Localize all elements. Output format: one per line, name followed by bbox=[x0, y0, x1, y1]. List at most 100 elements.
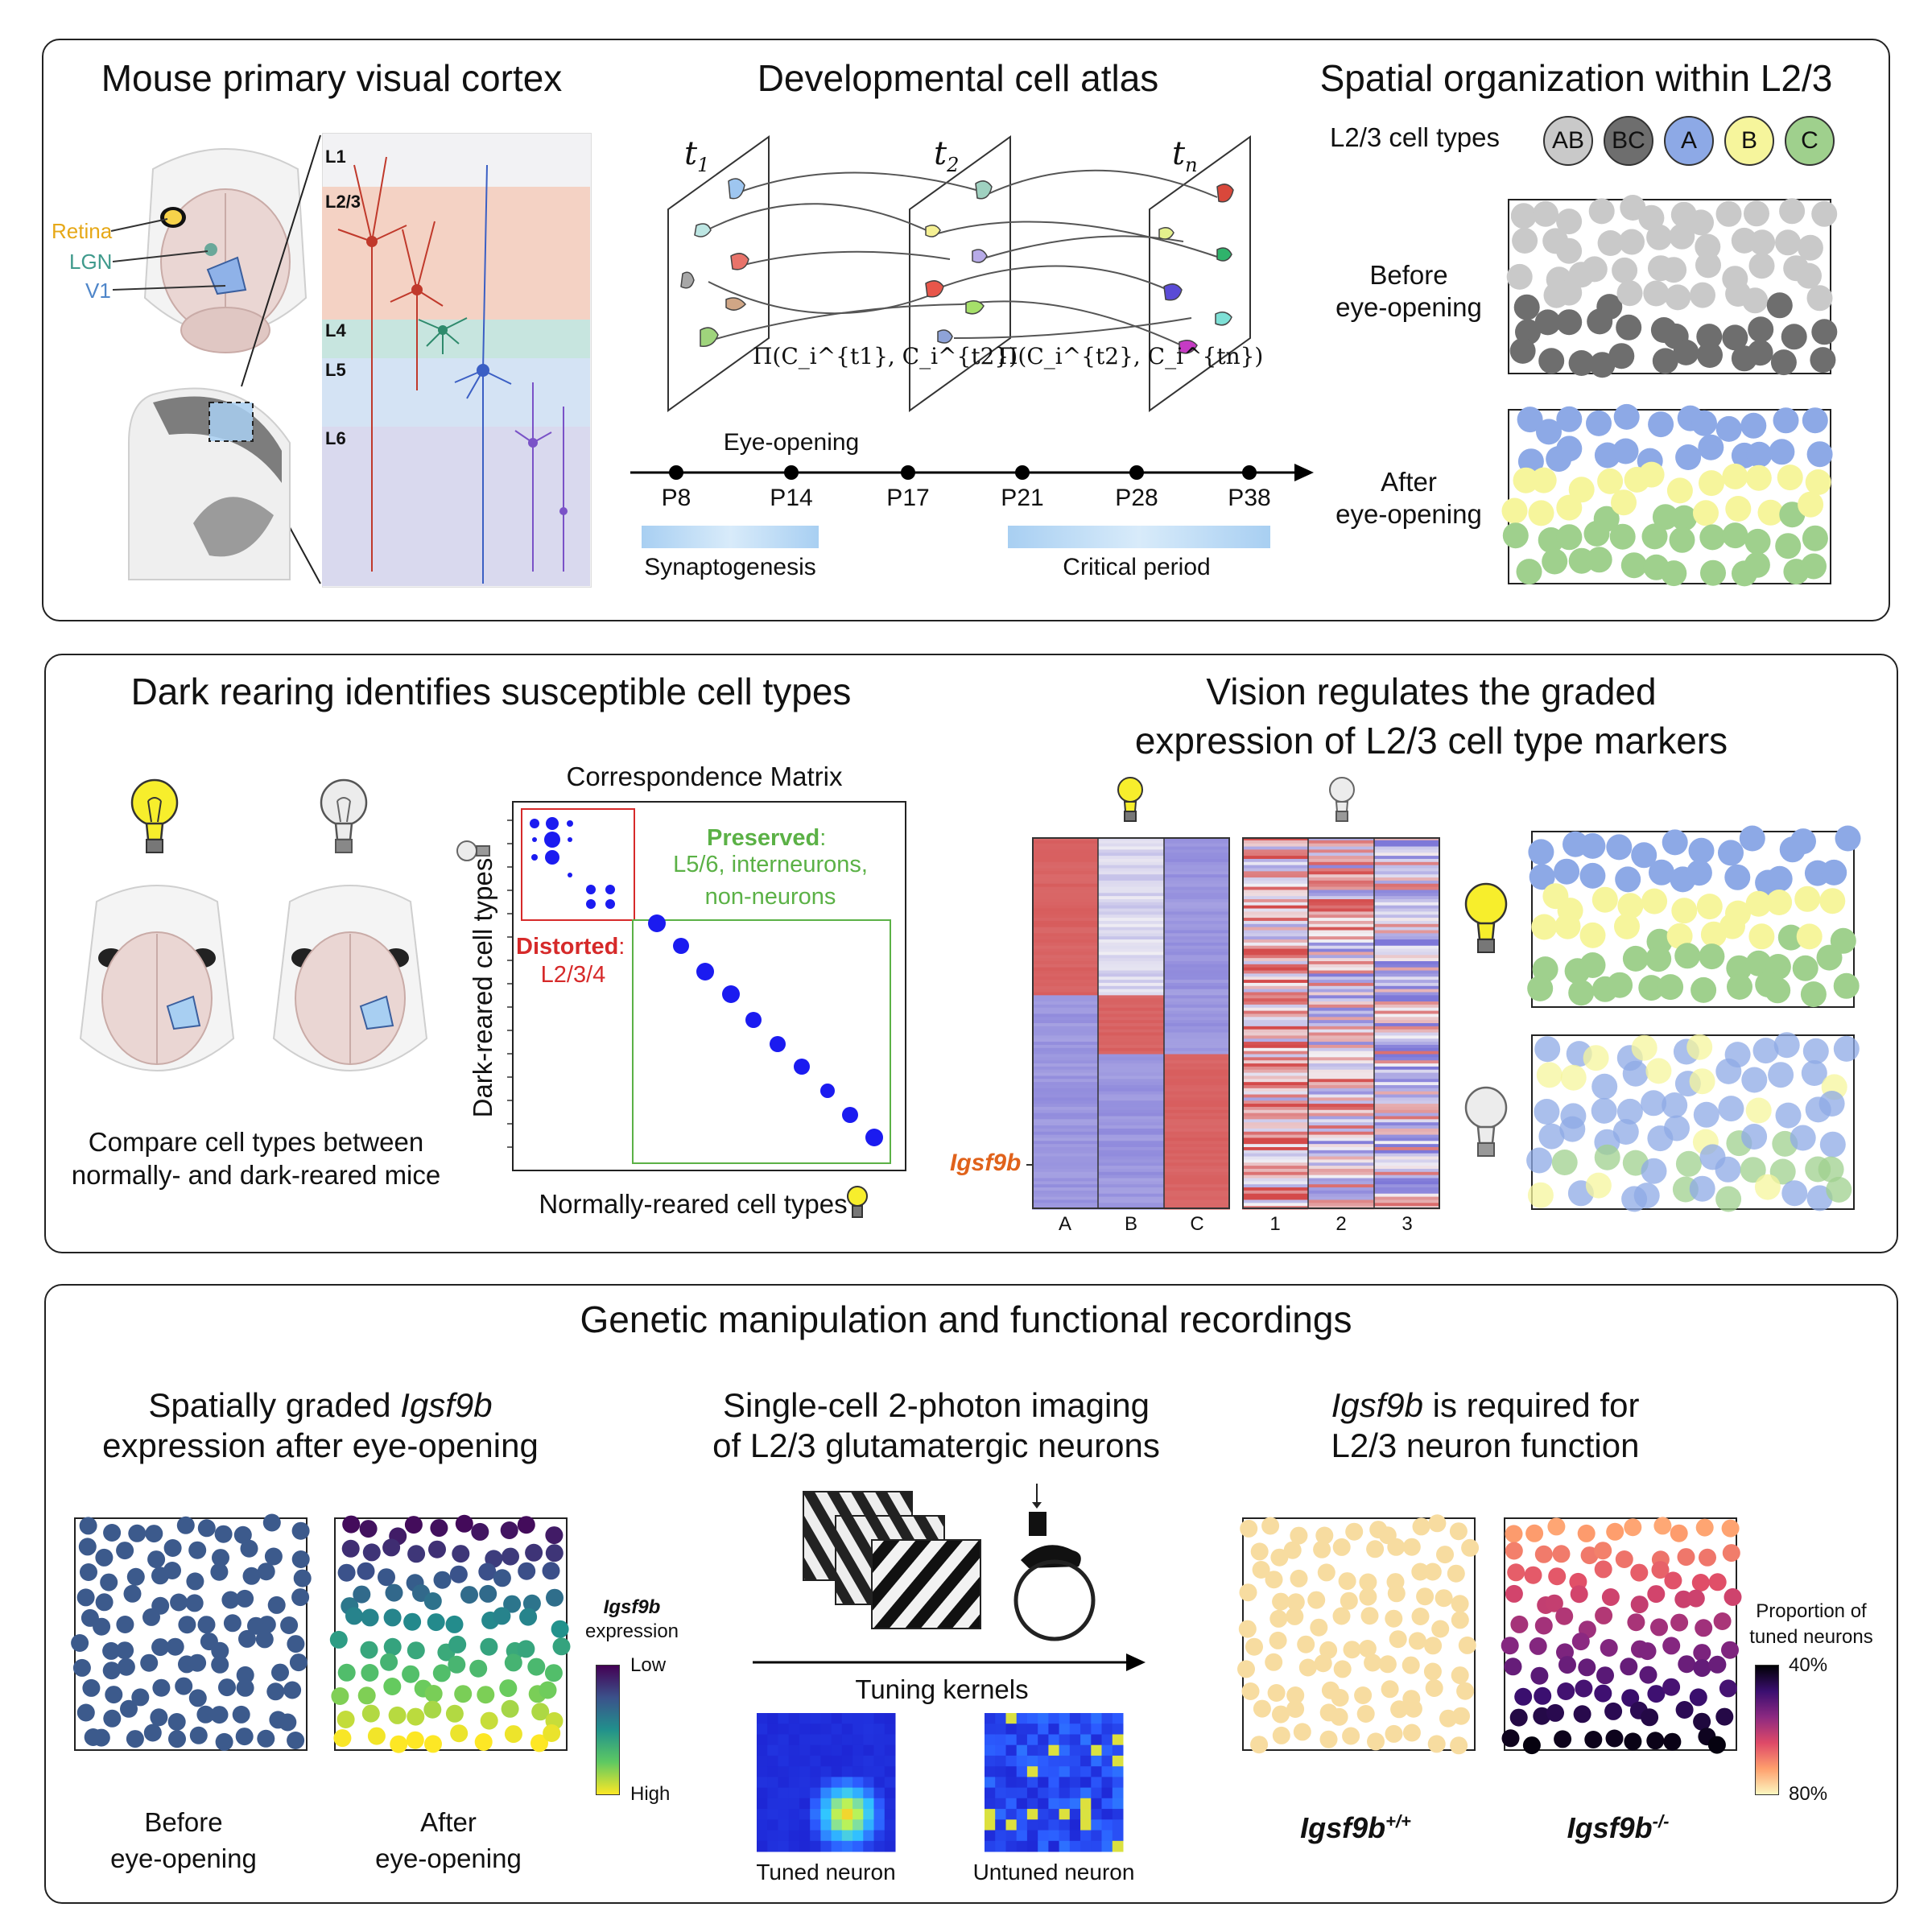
cell-dot bbox=[1531, 914, 1558, 940]
cell-dot bbox=[1404, 1699, 1422, 1718]
cell-dot bbox=[240, 1539, 258, 1558]
cell-dot bbox=[1556, 279, 1583, 306]
cell-dot bbox=[126, 1730, 144, 1748]
cell-dot bbox=[1617, 893, 1644, 919]
cell-dot bbox=[1790, 1125, 1816, 1151]
cell-dot bbox=[357, 1562, 375, 1580]
correspondence-matrix bbox=[507, 808, 891, 1164]
heat-col-a: A bbox=[1058, 1213, 1072, 1235]
cell-dot bbox=[95, 1548, 114, 1567]
cell-dot bbox=[1746, 441, 1773, 468]
cell-dot bbox=[1773, 407, 1799, 434]
process-arrow bbox=[753, 1653, 1146, 1671]
scatter-dark-reared bbox=[1526, 1032, 1860, 1212]
matrix-dot bbox=[794, 1059, 810, 1075]
cell-dot bbox=[480, 1637, 498, 1656]
matrix-frame bbox=[512, 801, 906, 1171]
tuning-kernels-label: Tuning kernels bbox=[855, 1674, 1029, 1704]
cell-dot bbox=[218, 1678, 236, 1697]
cell-dot bbox=[166, 1637, 184, 1656]
cell-dot bbox=[1513, 467, 1539, 493]
cell-dot bbox=[503, 1595, 522, 1613]
critical-period-label: Critical period bbox=[1063, 554, 1211, 580]
cell-dot bbox=[1695, 1619, 1713, 1637]
cell-dot bbox=[1757, 499, 1784, 526]
cell-dot bbox=[116, 1641, 134, 1660]
cell-dot bbox=[1739, 825, 1765, 852]
cell-dot bbox=[1609, 523, 1636, 550]
cell-dot bbox=[1297, 1635, 1315, 1653]
cell-dot bbox=[1253, 1699, 1271, 1718]
cell-dot bbox=[1250, 1542, 1269, 1561]
untuned-label: Untuned neuron bbox=[972, 1860, 1135, 1885]
cell-dot bbox=[1722, 463, 1748, 489]
cell-dot bbox=[1458, 1636, 1476, 1654]
cell-dot bbox=[1591, 1073, 1618, 1100]
cell-dot bbox=[1722, 1544, 1740, 1563]
treadmill-mouse-icon bbox=[1013, 1484, 1096, 1641]
matrix-dot bbox=[586, 885, 596, 894]
cell-dot bbox=[1790, 828, 1816, 855]
cell-dot bbox=[1554, 858, 1580, 885]
cell-dot bbox=[383, 1678, 402, 1695]
cell-dot bbox=[1594, 1684, 1612, 1703]
cell-dot bbox=[126, 1567, 145, 1586]
cell-dot bbox=[140, 1653, 159, 1672]
cell-dot bbox=[407, 1707, 425, 1726]
cell-dot bbox=[266, 1682, 285, 1701]
cell-dot bbox=[1449, 1522, 1468, 1541]
matrix-x-label: Normally-reared cell types bbox=[539, 1189, 848, 1219]
cell-dot bbox=[1528, 500, 1554, 526]
cell-dot bbox=[527, 1657, 546, 1676]
cell-dot bbox=[539, 1681, 557, 1699]
cell-dot bbox=[1708, 1573, 1727, 1591]
cell-dot bbox=[1662, 1678, 1681, 1696]
cell-dot bbox=[1314, 1654, 1332, 1673]
cell-dot bbox=[1821, 859, 1847, 886]
cell-dot bbox=[186, 1572, 204, 1591]
cell-dot bbox=[1631, 1034, 1657, 1061]
cell-dot bbox=[1622, 945, 1649, 972]
cell-dot bbox=[1627, 1613, 1645, 1632]
cell-dot bbox=[102, 1641, 121, 1660]
cell-dot bbox=[471, 1522, 489, 1541]
cell-dot bbox=[255, 1630, 274, 1649]
cell-dot bbox=[1527, 975, 1554, 1001]
cell-dot bbox=[1546, 1703, 1564, 1722]
cell-dot bbox=[333, 1729, 352, 1748]
bulb-on-scatter-icon bbox=[1464, 882, 1508, 953]
cell-dot bbox=[1779, 198, 1806, 225]
cell-dot bbox=[1652, 504, 1678, 530]
cell-dot bbox=[1641, 1708, 1659, 1727]
cell-dot bbox=[1591, 886, 1618, 913]
cell-dot bbox=[460, 1586, 478, 1604]
cell-dot bbox=[1725, 496, 1752, 522]
cell-dot bbox=[1241, 1682, 1260, 1700]
cell-dot bbox=[188, 1541, 207, 1559]
cell-dot bbox=[1686, 1034, 1713, 1060]
cell-dot bbox=[1693, 1101, 1719, 1128]
heat-col-1: 1 bbox=[1269, 1213, 1281, 1235]
cell-dot bbox=[1402, 1656, 1420, 1674]
cell-dot bbox=[1265, 1571, 1283, 1589]
cell-dot bbox=[1612, 257, 1638, 283]
cell-dot bbox=[1427, 1735, 1446, 1753]
cell-dot bbox=[1689, 1068, 1715, 1095]
cell-dot bbox=[1675, 444, 1702, 470]
preserved-box bbox=[632, 919, 891, 1164]
cell-dot bbox=[189, 1726, 208, 1744]
cell-dot bbox=[1615, 1550, 1633, 1568]
cell-dot bbox=[1534, 1686, 1552, 1705]
cell-dot bbox=[1792, 955, 1818, 981]
bulb-off-small-icon bbox=[456, 840, 490, 861]
heatmap-normally-reared bbox=[1032, 837, 1230, 1210]
cell-dot bbox=[1447, 1564, 1465, 1583]
cell-dot bbox=[1237, 1660, 1255, 1678]
cell-dot bbox=[1597, 468, 1624, 494]
cell-dot bbox=[1332, 1607, 1351, 1625]
cell-dot bbox=[1770, 349, 1797, 376]
heat-col-2: 2 bbox=[1335, 1213, 1347, 1235]
tuning-kernel-untuned bbox=[985, 1713, 1124, 1852]
cell-dot bbox=[1290, 1526, 1308, 1545]
cell-dot bbox=[380, 1653, 398, 1671]
